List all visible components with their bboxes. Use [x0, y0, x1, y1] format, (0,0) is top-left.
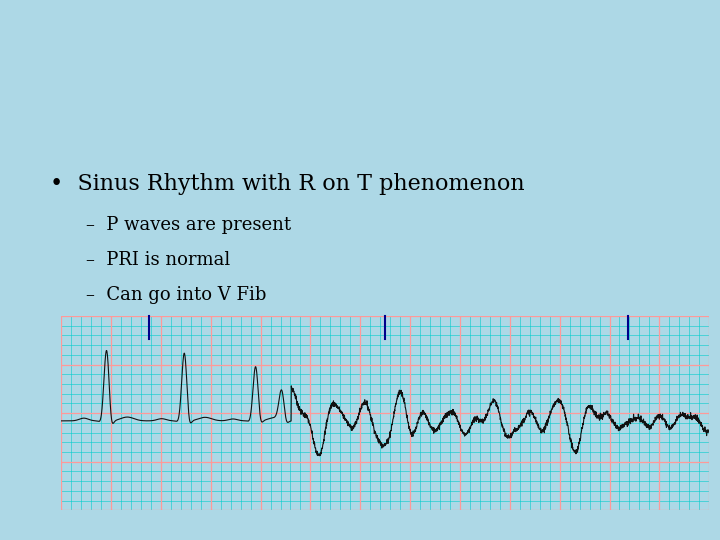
- Text: –  P waves are present: – P waves are present: [86, 216, 292, 234]
- Text: –  Can go into V Fib: – Can go into V Fib: [86, 286, 267, 304]
- Text: •  Sinus Rhythm with R on T phenomenon: • Sinus Rhythm with R on T phenomenon: [50, 173, 525, 195]
- Text: –  PRI is normal: – PRI is normal: [86, 251, 230, 269]
